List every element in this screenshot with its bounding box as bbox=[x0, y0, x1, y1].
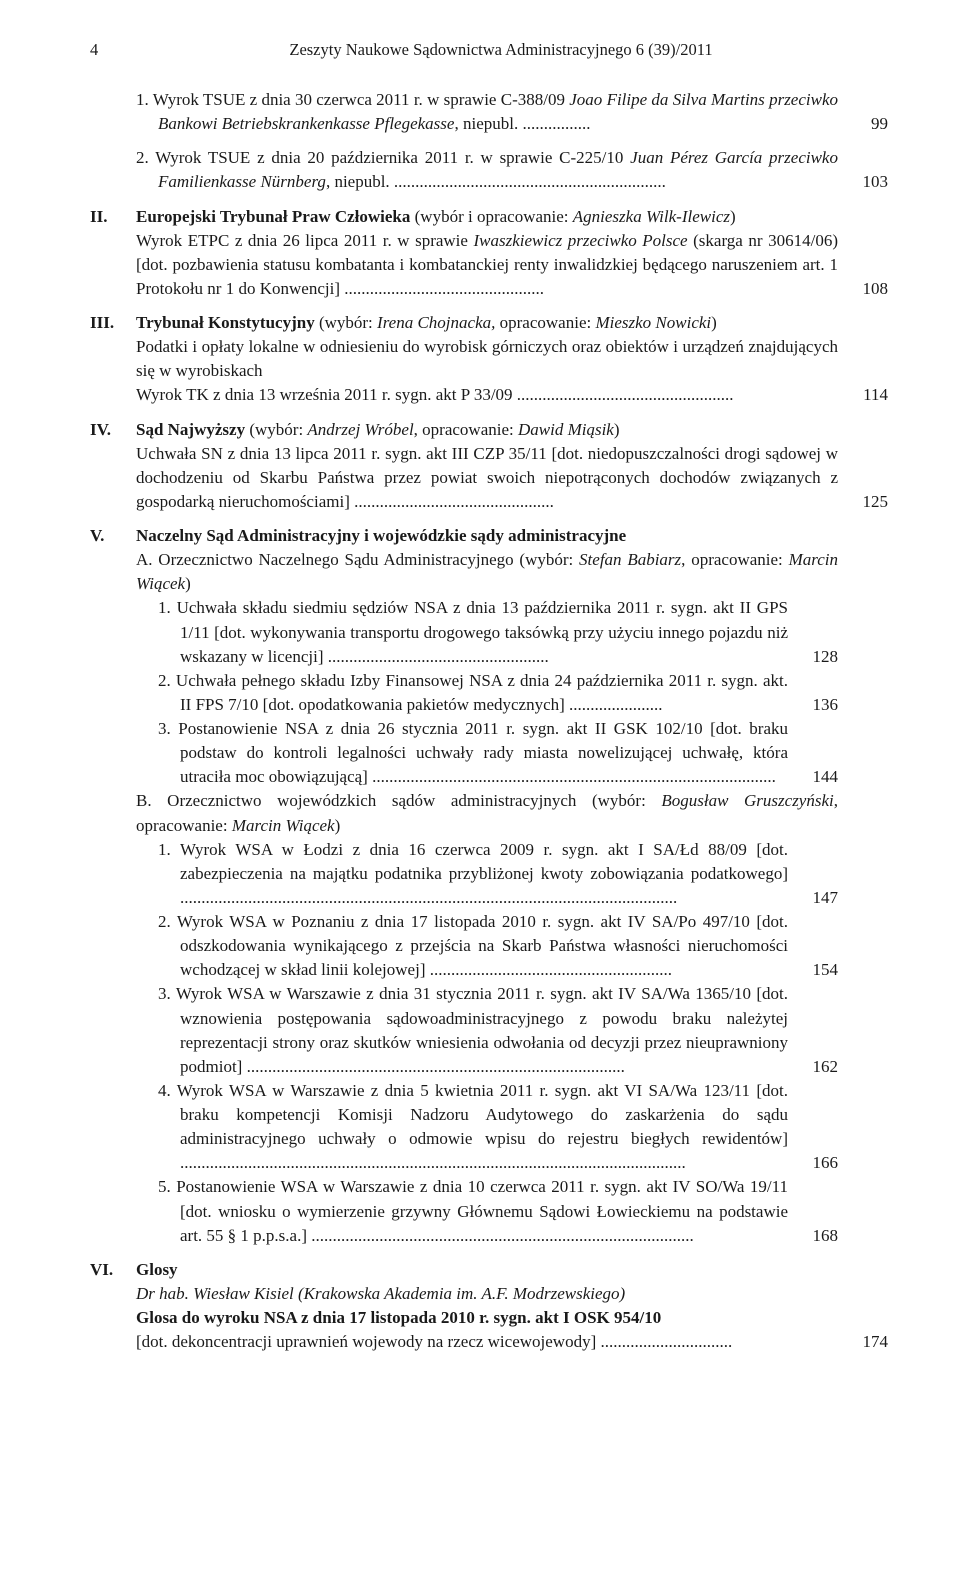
roman-numeral: VI. bbox=[90, 1258, 136, 1282]
toc-entry: 2. Wyrok TSUE z dnia 20 października 201… bbox=[90, 146, 888, 194]
subsection-B: B. Orzecznictwo wojewódzkich sądów admin… bbox=[136, 789, 838, 837]
page-ref: 162 bbox=[788, 1055, 838, 1079]
toc-entry: 1. Wyrok TSUE z dnia 30 czerwca 2011 r. … bbox=[90, 88, 888, 136]
entry-text: Sąd Najwyższy (wybór: Andrzej Wróbel, op… bbox=[136, 418, 838, 515]
running-header: 4 Zeszyty Naukowe Sądownictwa Administra… bbox=[90, 40, 888, 60]
roman-numeral: II. bbox=[90, 205, 136, 229]
page-ref: 174 bbox=[838, 1330, 888, 1354]
toc-section: VI. Glosy Dr hab. Wiesław Kisiel (Krakow… bbox=[90, 1258, 888, 1355]
toc-section: IV. Sąd Najwyższy (wybór: Andrzej Wróbel… bbox=[90, 418, 888, 515]
toc-subentry: 3. Postanowienie NSA z dnia 26 stycznia … bbox=[136, 717, 838, 789]
page-ref: 128 bbox=[788, 645, 838, 669]
page-ref: 103 bbox=[838, 170, 888, 194]
toc-subentry: 4. Wyrok WSA w Warszawie z dnia 5 kwietn… bbox=[136, 1079, 838, 1176]
page-ref: 136 bbox=[788, 693, 838, 717]
page-ref: 168 bbox=[788, 1224, 838, 1248]
toc-subentry: 2. Wyrok WSA w Poznaniu z dnia 17 listop… bbox=[136, 910, 838, 982]
entry-text: 1. Wyrok TSUE z dnia 30 czerwca 2011 r. … bbox=[136, 88, 838, 136]
page-ref: 147 bbox=[788, 886, 838, 910]
toc-section: II. Europejski Trybunał Praw Człowieka (… bbox=[90, 205, 888, 302]
toc-subentry: 1. Uchwała składu siedmiu sędziów NSA z … bbox=[136, 596, 838, 668]
page-ref: 108 bbox=[838, 277, 888, 301]
entry-text: Glosy Dr hab. Wiesław Kisiel (Krakowska … bbox=[136, 1258, 838, 1355]
toc-subentry: 5. Postanowienie WSA w Warszawie z dnia … bbox=[136, 1175, 838, 1247]
page-ref: 166 bbox=[788, 1151, 838, 1175]
entry-text: 2. Wyrok TSUE z dnia 20 października 201… bbox=[136, 146, 838, 194]
page-ref: 125 bbox=[838, 490, 888, 514]
page-content: 4 Zeszyty Naukowe Sądownictwa Administra… bbox=[0, 0, 960, 1414]
toc-subentry: 3. Wyrok WSA w Warszawie z dnia 31 stycz… bbox=[136, 982, 838, 1079]
entry-text: Europejski Trybunał Praw Człowieka (wybó… bbox=[136, 205, 838, 302]
toc-subentry: 1. Wyrok WSA w Łodzi z dnia 16 czerwca 2… bbox=[136, 838, 838, 910]
toc-section: III. Trybunał Konstytucyjny (wybór: Iren… bbox=[90, 311, 888, 408]
entry-text: Naczelny Sąd Administracyjny i wojewódzk… bbox=[136, 524, 838, 1248]
page-ref: 154 bbox=[788, 958, 838, 982]
page-ref: 144 bbox=[788, 765, 838, 789]
page-ref: 114 bbox=[838, 383, 888, 407]
entry-text: Trybunał Konstytucyjny (wybór: Irena Cho… bbox=[136, 311, 838, 408]
toc-subentry: 2. Uchwała pełnego składu Izby Finansowe… bbox=[136, 669, 838, 717]
subsection-A: A. Orzecznictwo Naczelnego Sądu Administ… bbox=[136, 548, 838, 596]
header-title: Zeszyty Naukowe Sądownictwa Administracy… bbox=[114, 40, 888, 60]
roman-numeral: V. bbox=[90, 524, 136, 548]
roman-numeral: IV. bbox=[90, 418, 136, 442]
page-ref: 99 bbox=[838, 112, 888, 136]
roman-numeral: III. bbox=[90, 311, 136, 335]
header-page-number: 4 bbox=[90, 40, 114, 60]
toc-section: V. Naczelny Sąd Administracyjny i wojewó… bbox=[90, 524, 888, 1248]
